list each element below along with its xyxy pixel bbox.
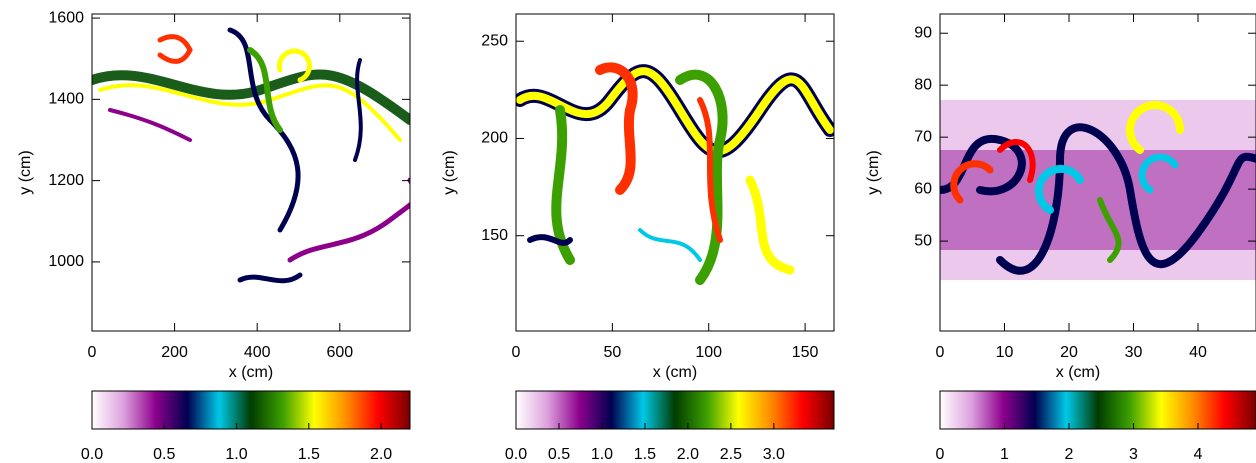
colorbar-tick-label: 1.0 (225, 446, 247, 463)
y-tick-label: 250 (481, 32, 508, 49)
y-tick-label: 1200 (48, 172, 84, 189)
colorbar-tick-label: 2.5 (720, 446, 742, 463)
x-tick-label: 0 (512, 344, 521, 361)
colorbar-tick-label: 0.5 (548, 446, 570, 463)
colorbar-tick-label: 0.0 (505, 446, 527, 463)
x-tick-label: 200 (161, 344, 188, 361)
colorbar-tick-label: 0.0 (81, 446, 103, 463)
x-tick-label: 50 (603, 344, 621, 361)
x-tick-label: 20 (1060, 344, 1078, 361)
y-axis-label: y (cm) (441, 150, 458, 194)
y-tick-label: 1000 (48, 253, 84, 270)
y-tick-label: 1400 (48, 91, 84, 108)
x-tick-label: 100 (695, 344, 722, 361)
colorbar-tick-label: 0 (936, 446, 945, 463)
x-axis-label: x (cm) (1056, 364, 1100, 381)
colorbar (91, 390, 411, 430)
plot-frame (91, 13, 411, 332)
x-tick-label: 0 (88, 344, 97, 361)
colorbar-tick-label: 1 (1000, 446, 1009, 463)
plot-frame (939, 13, 1256, 332)
colorbar-tick-label: 4 (1194, 446, 1203, 463)
x-tick-label: 600 (326, 344, 353, 361)
y-axis-label: y (cm) (865, 150, 882, 194)
colorbar-tick-label: 3.0 (763, 446, 785, 463)
field-image (92, 27, 410, 284)
colorbar (515, 390, 835, 430)
colorbar-tick-label: 1.5 (298, 446, 320, 463)
x-tick-label: 10 (996, 344, 1014, 361)
y-tick-label: 150 (481, 227, 508, 244)
y-tick-label: 50 (914, 232, 932, 249)
x-tick-label: 150 (792, 344, 819, 361)
y-tick-label: 1600 (48, 9, 84, 26)
colorbar-tick-label: 3 (1129, 446, 1138, 463)
x-tick-label: 30 (1125, 344, 1143, 361)
y-tick-label: 70 (914, 128, 932, 145)
y-tick-label: 60 (914, 180, 932, 197)
colorbar-tick-label: 1.5 (634, 446, 656, 463)
field-image (940, 100, 1256, 280)
y-axis-label: y (cm) (17, 150, 34, 194)
y-tick-label: 80 (914, 76, 932, 93)
colorbar-tick-label: 2.0 (677, 446, 699, 463)
colorbar-tick-label: 1.0 (591, 446, 613, 463)
y-tick-label: 200 (481, 130, 508, 147)
x-tick-label: 40 (1189, 344, 1207, 361)
x-tick-label: 0 (936, 344, 945, 361)
field-image (516, 62, 834, 285)
colorbar-tick-label: 2 (1065, 446, 1074, 463)
plot-frame (515, 13, 835, 332)
colorbar-tick-label: 0.5 (153, 446, 175, 463)
colorbar-tick-label: 2.0 (370, 446, 392, 463)
y-tick-label: 90 (914, 24, 932, 41)
colorbar (939, 390, 1256, 430)
x-axis-label: x (cm) (653, 364, 697, 381)
x-tick-label: 400 (244, 344, 271, 361)
x-axis-label: x (cm) (229, 364, 273, 381)
